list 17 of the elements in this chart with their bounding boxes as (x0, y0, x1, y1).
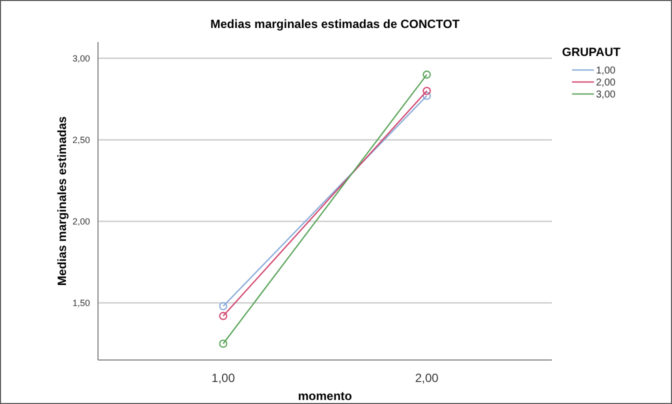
point (219, 340, 228, 348)
legend-title: GRUPAUT (562, 45, 622, 59)
point (219, 302, 228, 310)
point (422, 86, 431, 96)
point (422, 92, 431, 100)
y-axis-title: Medias marginales estimadas (55, 116, 69, 286)
y-tick-label: 3,00 (72, 53, 90, 64)
x-axis-title: momento (298, 389, 352, 403)
point (422, 70, 431, 79)
y-tick-label: 1,50 (72, 298, 90, 308)
legend-label: 2,00 (596, 78, 616, 88)
point (219, 312, 228, 320)
chart-title: Medias marginales estimadas de CONCTOT (210, 17, 460, 31)
y-tick-label: 2,00 (72, 216, 90, 227)
legend-label: 1,00 (596, 66, 616, 76)
legend-label: 3,00 (596, 90, 616, 100)
y-tick-label: 2,50 (72, 134, 90, 145)
